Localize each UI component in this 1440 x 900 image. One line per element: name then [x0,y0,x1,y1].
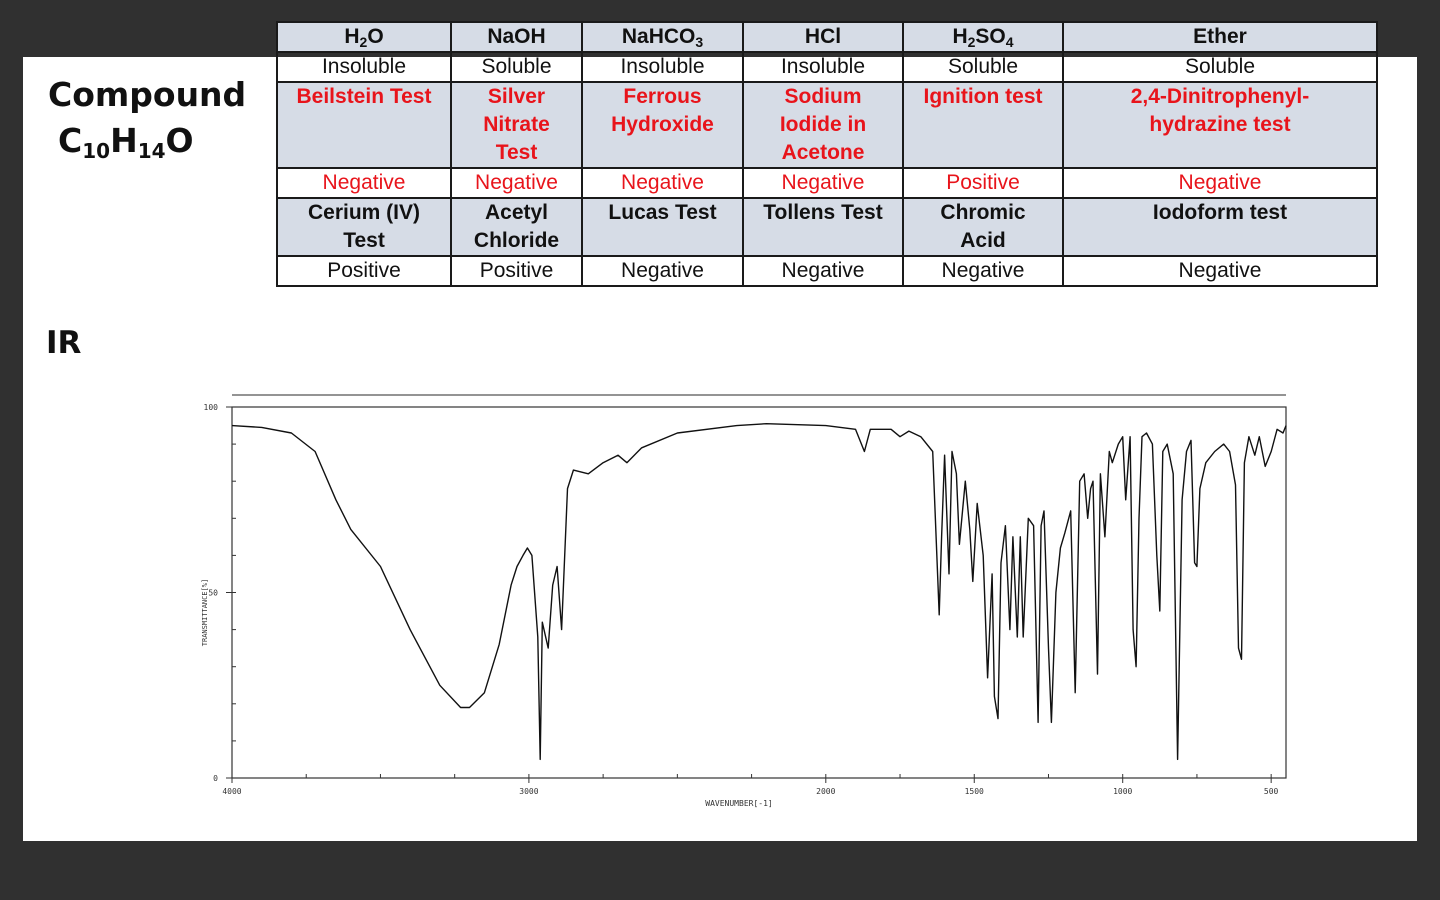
result-cell: Positive [902,167,1064,199]
test-result-row: Positive Positive Negative Negative Nega… [276,255,1378,287]
test-name-cell: Ignition test [902,81,1064,169]
header-cell: H2O [276,21,452,53]
result-cell: Insoluble [742,51,904,83]
result-cell: Negative [581,255,744,287]
x-tick-label: 1500 [965,787,984,796]
result-cell: Negative [902,255,1064,287]
test-name-cell: Lucas Test [581,197,744,257]
test-name-cell: 2,4-Dinitrophenyl-hydrazine test [1062,81,1378,169]
result-cell: Soluble [450,51,583,83]
result-cell: Negative [742,255,904,287]
x-tick-label: 1000 [1113,787,1132,796]
solvent-header-row: H2O NaOH NaHCO3 HCl H2SO4 Ether [276,21,1378,53]
ir-label: IR [46,325,82,361]
x-tick-label: 3000 [519,787,538,796]
result-cell: Positive [276,255,452,287]
test-name-cell: Ferrous Hydroxide [581,81,744,169]
compound-formula: C10H14O [58,121,194,163]
x-tick-label: 2000 [816,787,835,796]
result-cell: Soluble [902,51,1064,83]
ir-spectrum-chart: 0 50 100 4000 3000 2000 1500 1000 500 WAVENUMBER[… [201,394,1287,808]
test-name-cell: Beilstein Test [276,81,452,169]
x-tick-label: 500 [1264,787,1279,796]
y-axis-label: TRANSMITTANCE[%] [201,579,209,646]
header-cell: NaHCO3 [581,21,744,53]
test-name-cell: Sodium Iodide in Acetone [742,81,904,169]
result-cell: Soluble [1062,51,1378,83]
test-name-cell: Silver Nitrate Test [450,81,583,169]
result-cell: Insoluble [581,51,744,83]
header-cell: H2SO4 [902,21,1064,53]
y-tick-label: 100 [204,403,219,412]
spectrum-line [231,423,1287,761]
solubility-result-row: Insoluble Soluble Insoluble Insoluble So… [276,51,1378,83]
result-cell: Negative [581,167,744,199]
header-cell: NaOH [450,21,583,53]
header-cell: Ether [1062,21,1378,53]
x-axis-label: WAVENUMBER[-1] [705,799,772,808]
test-name-cell: Tollens Test [742,197,904,257]
test-result-row: Negative Negative Negative Negative Posi… [276,167,1378,199]
result-cell: Insoluble [276,51,452,83]
test-name-row: Beilstein Test Silver Nitrate Test Ferro… [276,81,1378,169]
result-cell: Positive [450,255,583,287]
y-tick-label: 0 [213,774,218,783]
result-cell: Negative [742,167,904,199]
test-name-cell: Cerium (IV) Test [276,197,452,257]
y-tick-label: 50 [208,589,218,598]
test-results-table: H2O NaOH NaHCO3 HCl H2SO4 Ether Insolubl… [276,21,1378,287]
test-name-row: Cerium (IV) Test Acetyl Chloride Lucas T… [276,197,1378,257]
test-name-cell: Acetyl Chloride [450,197,583,257]
result-cell: Negative [276,167,452,199]
result-cell: Negative [450,167,583,199]
test-name-cell: Iodoform test [1062,197,1378,257]
compound-label: Compound [48,75,247,114]
result-cell: Negative [1062,167,1378,199]
test-name-cell: Chromic Acid [902,197,1064,257]
result-cell: Negative [1062,255,1378,287]
compound-title: Compound C10H14O [48,72,246,164]
header-cell: HCl [742,21,904,53]
x-tick-label: 4000 [222,787,241,796]
